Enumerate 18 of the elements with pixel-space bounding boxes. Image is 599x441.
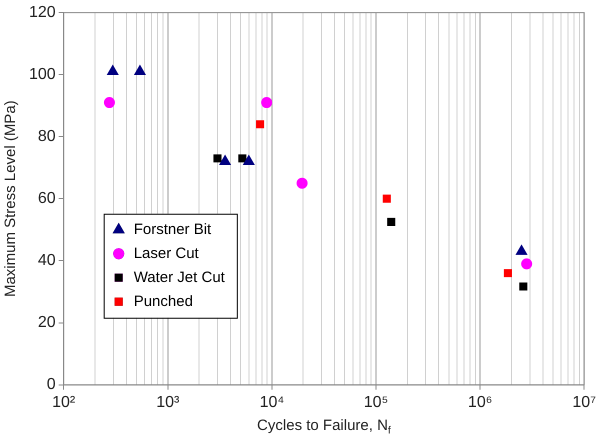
y-axis-title: Maximum Stress Level (MPa) bbox=[2, 100, 20, 298]
x-tick-label: 10⁵ bbox=[364, 394, 388, 411]
x-tick-label: 10⁶ bbox=[468, 394, 492, 411]
y-tick-label: 80 bbox=[38, 128, 56, 146]
legend-label: Punched bbox=[134, 292, 193, 310]
x-tick-label: 10³ bbox=[156, 394, 180, 411]
x-tick-label: 10² bbox=[52, 394, 76, 411]
legend-label: Laser Cut bbox=[134, 244, 200, 262]
y-tick-label: 20 bbox=[38, 314, 56, 332]
legend-label: Water Jet Cut bbox=[134, 268, 226, 286]
legend-label: Forstner Bit bbox=[134, 220, 212, 238]
y-tick-label: 120 bbox=[28, 4, 56, 22]
y-tick-label: 0 bbox=[46, 376, 56, 394]
y-tick-label: 60 bbox=[38, 190, 56, 208]
y-tick-label: 100 bbox=[28, 66, 56, 84]
x-tick-label: 10⁴ bbox=[260, 394, 284, 411]
y-tick-label: 40 bbox=[38, 252, 56, 270]
x-tick-label: 10⁷ bbox=[572, 394, 596, 411]
